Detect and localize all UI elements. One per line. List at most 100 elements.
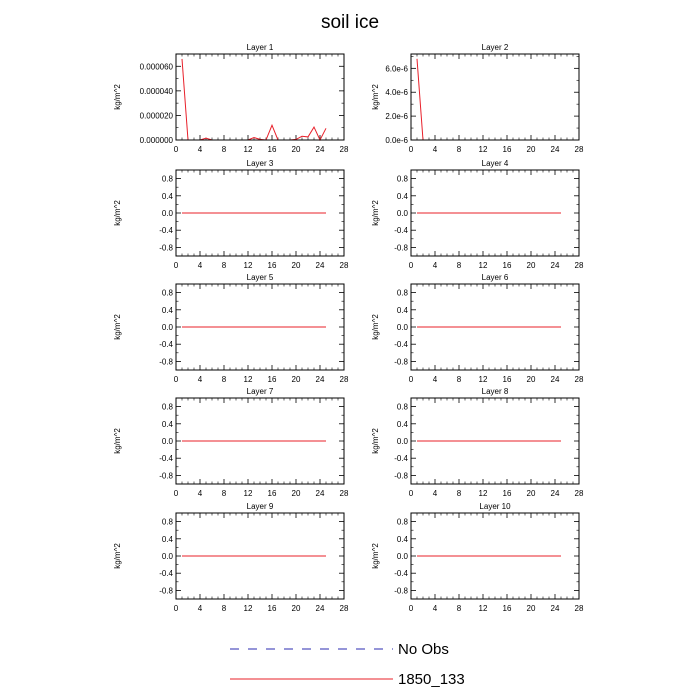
y-tick-label: -0.4 xyxy=(159,226,173,235)
x-tick-label: 12 xyxy=(244,261,253,270)
y-tick-label: -0.4 xyxy=(394,340,408,349)
x-tick-label: 28 xyxy=(340,375,349,384)
x-tick-label: 4 xyxy=(433,489,438,498)
legend: No Obs 1850_133 xyxy=(230,641,465,688)
x-tick-label: 24 xyxy=(316,145,325,154)
x-tick-label: 24 xyxy=(551,489,560,498)
panel-title: Layer 5 xyxy=(247,273,274,282)
panel-title: Layer 1 xyxy=(247,43,274,52)
chart-panel-4: Layer 4 kg/m^2 0 4 8 12 16 20 24 28 -0.8 -0.4 0.0 0.4… xyxy=(371,159,584,270)
y-tick-label: -0.8 xyxy=(159,243,173,252)
y-axis-label: kg/m^2 xyxy=(371,543,380,569)
y-axis-label: kg/m^2 xyxy=(113,84,122,110)
x-tick-label: 12 xyxy=(479,145,488,154)
x-tick-label: 8 xyxy=(222,375,227,384)
x-tick-label: 16 xyxy=(268,489,277,498)
series-line-1 xyxy=(416,58,561,141)
y-tick-label: 0.0 xyxy=(397,437,409,446)
x-tick-label: 16 xyxy=(503,489,512,498)
x-tick-label: 8 xyxy=(222,145,227,154)
panel-title: Layer 8 xyxy=(482,387,509,396)
x-tick-label: 20 xyxy=(292,604,301,613)
chart-panel-10: Layer 10 kg/m^2 0 4 8 12 16 20 24 28 -0.8 -0.4 0.0 0.… xyxy=(371,502,584,613)
x-tick-label: 20 xyxy=(292,489,301,498)
y-tick-label: 0.0 xyxy=(397,323,409,332)
panel-title: Layer 6 xyxy=(482,273,509,282)
plot-frame xyxy=(410,397,580,485)
y-tick-label: -0.8 xyxy=(159,357,173,366)
x-tick-label: 28 xyxy=(340,489,349,498)
x-tick-label: 16 xyxy=(268,604,277,613)
y-tick-label: 0.8 xyxy=(397,289,409,298)
x-tick-label: 8 xyxy=(222,604,227,613)
x-tick-label: 4 xyxy=(198,489,203,498)
y-tick-label: -0.4 xyxy=(159,340,173,349)
x-tick-label: 4 xyxy=(433,261,438,270)
y-tick-label: -0.8 xyxy=(159,586,173,595)
y-tick-label: 0.4 xyxy=(397,192,409,201)
x-tick-label: 16 xyxy=(268,375,277,384)
x-tick-label: 4 xyxy=(198,145,203,154)
x-tick-label: 28 xyxy=(575,261,584,270)
x-tick-label: 0 xyxy=(409,375,414,384)
x-tick-label: 8 xyxy=(457,145,462,154)
y-tick-label: -0.8 xyxy=(394,243,408,252)
y-tick-label: 0.8 xyxy=(162,175,174,184)
x-tick-label: 24 xyxy=(551,604,560,613)
x-tick-label: 12 xyxy=(479,489,488,498)
x-tick-label: 28 xyxy=(575,489,584,498)
x-tick-label: 28 xyxy=(340,145,349,154)
panel-title: Layer 7 xyxy=(247,387,274,396)
y-tick-label: -0.8 xyxy=(394,357,408,366)
y-tick-label: -0.4 xyxy=(394,569,408,578)
y-tick-label: 6.0e-6 xyxy=(385,64,408,73)
x-tick-label: 0 xyxy=(174,604,179,613)
y-tick-label: 0.8 xyxy=(397,403,409,412)
y-axis-label: kg/m^2 xyxy=(371,200,380,226)
plot-frame xyxy=(410,169,580,257)
x-tick-label: 8 xyxy=(457,489,462,498)
x-tick-label: 16 xyxy=(503,375,512,384)
chart-panel-6: Layer 6 kg/m^2 0 4 8 12 16 20 24 28 -0.8 -0.4 0.0 0.4… xyxy=(371,273,584,384)
plot-frame xyxy=(410,512,580,600)
chart-panel-5: Layer 5 kg/m^2 0 4 8 12 16 20 24 28 -0.8 -0.4 0.0 0.4… xyxy=(113,273,349,384)
x-tick-label: 12 xyxy=(479,261,488,270)
x-tick-label: 4 xyxy=(198,261,203,270)
x-tick-label: 12 xyxy=(244,145,253,154)
x-tick-label: 4 xyxy=(433,145,438,154)
legend-label-1: No Obs xyxy=(398,641,449,658)
x-tick-label: 20 xyxy=(292,375,301,384)
x-tick-label: 16 xyxy=(503,261,512,270)
x-tick-label: 24 xyxy=(316,489,325,498)
x-tick-label: 0 xyxy=(174,375,179,384)
x-tick-label: 8 xyxy=(457,261,462,270)
x-tick-label: 8 xyxy=(457,375,462,384)
y-axis-label: kg/m^2 xyxy=(113,200,122,226)
plot-frame xyxy=(410,283,580,371)
x-tick-label: 12 xyxy=(244,375,253,384)
plot-frame xyxy=(410,53,580,141)
y-tick-label: -0.4 xyxy=(159,569,173,578)
y-axis-label: kg/m^2 xyxy=(371,84,380,110)
x-tick-label: 12 xyxy=(479,604,488,613)
chart-panel-8: Layer 8 kg/m^2 0 4 8 12 16 20 24 28 -0.8 -0.4 0.0 0.4… xyxy=(371,387,584,498)
x-tick-label: 20 xyxy=(527,261,536,270)
x-tick-label: 28 xyxy=(575,145,584,154)
x-tick-label: 28 xyxy=(575,375,584,384)
y-tick-label: -0.4 xyxy=(394,454,408,463)
y-tick-label: -0.8 xyxy=(394,586,408,595)
y-tick-label: -0.4 xyxy=(159,454,173,463)
y-tick-label: 0.8 xyxy=(162,403,174,412)
x-tick-label: 0 xyxy=(174,145,179,154)
x-tick-label: 20 xyxy=(527,489,536,498)
y-tick-label: 0.8 xyxy=(162,289,174,298)
x-tick-label: 0 xyxy=(174,489,179,498)
x-tick-label: 20 xyxy=(527,604,536,613)
plot-frame xyxy=(175,283,345,371)
chart-panel-3: Layer 3 kg/m^2 0 4 8 12 16 20 24 28 -0.8 -0.4 0.0 0.4… xyxy=(113,159,349,270)
chart-panel-1: Layer 1 kg/m^2 0 4 8 12 16 20 24 28 0.000000 0.0000… xyxy=(113,43,349,154)
y-tick-label: 0.8 xyxy=(162,518,174,527)
y-tick-label: 0.0 xyxy=(162,323,174,332)
x-tick-label: 20 xyxy=(292,145,301,154)
